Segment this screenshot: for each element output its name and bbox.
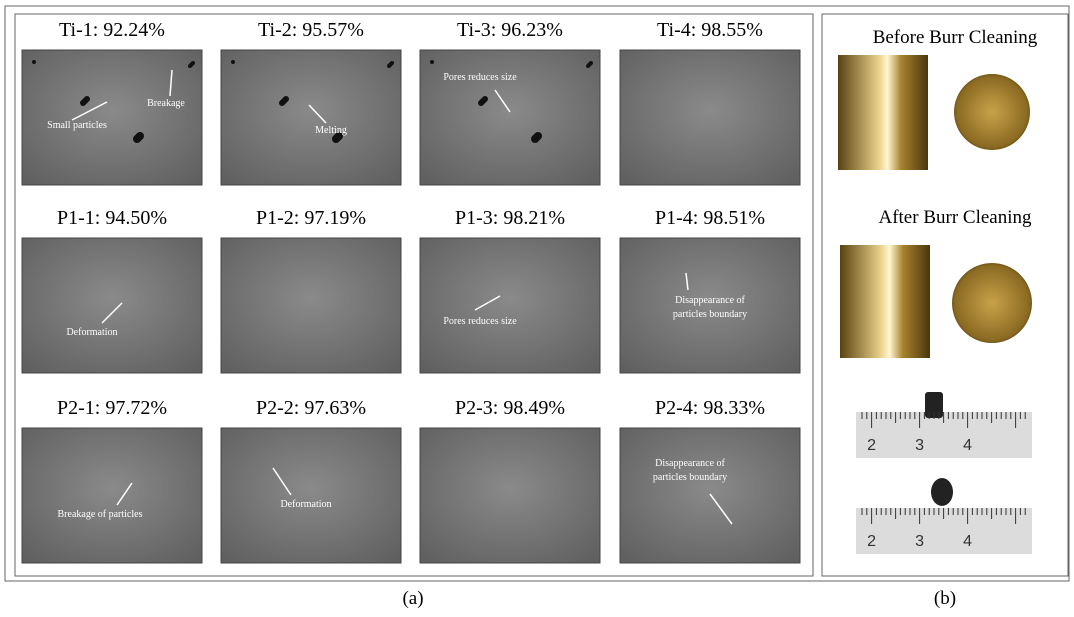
- title: After Burr Cleaning: [878, 207, 1032, 228]
- image-label: Ti-3: 96.23%: [457, 19, 563, 41]
- page: (a) (b) Before Burr Cleaning After Burr …: [0, 0, 1074, 617]
- image-label: P2-4: 98.33%: [655, 397, 765, 419]
- pore: [279, 100, 285, 106]
- ruler: 2 3 4: [856, 392, 1032, 458]
- annotation: Breakage of particles: [58, 509, 143, 520]
- sem-image: [221, 50, 401, 185]
- ruler-number: 3: [915, 533, 924, 550]
- pore: [80, 100, 86, 106]
- sem-image: [420, 50, 600, 185]
- pore: [188, 64, 192, 68]
- pore: [586, 64, 590, 68]
- ruler-number: 2: [867, 437, 876, 454]
- pore: [133, 135, 141, 143]
- image-label: P1-2: 97.19%: [256, 207, 366, 229]
- disk: [952, 263, 1032, 343]
- disk: [954, 74, 1030, 150]
- ruler-number: 4: [963, 437, 972, 454]
- annotation: Small particles: [47, 120, 107, 131]
- annotation: Deformation: [280, 499, 331, 510]
- sem-image: [221, 428, 401, 563]
- image-label: P1-3: 98.21%: [455, 207, 565, 229]
- annotation: Melting: [315, 125, 347, 136]
- pore: [430, 60, 434, 64]
- ruler-number: 2: [867, 533, 876, 550]
- sem-image: [620, 428, 800, 563]
- ruler: 2 3 4: [856, 478, 1032, 554]
- sem-image: [420, 238, 600, 373]
- image-label: P2-2: 97.63%: [256, 397, 366, 419]
- title: Before Burr Cleaning: [873, 27, 1038, 48]
- pore: [32, 60, 36, 64]
- image-label: P1-4: 98.51%: [655, 207, 765, 229]
- image-label: Ti-4: 98.55%: [657, 19, 763, 41]
- sem-image: [420, 428, 600, 563]
- sem-image: [22, 50, 202, 185]
- sem-image: [22, 428, 202, 563]
- annotation: particles boundary: [653, 472, 727, 483]
- annotation: Disappearance of: [675, 295, 745, 306]
- annotation: Breakage: [147, 98, 185, 109]
- image-label: P2-3: 98.49%: [455, 397, 565, 419]
- sem-image: [221, 238, 401, 373]
- image-label: P2-1: 97.72%: [57, 397, 167, 419]
- sem-image: [620, 50, 800, 185]
- cylinder: [838, 55, 928, 170]
- pore: [478, 100, 484, 106]
- annotation: Deformation: [66, 327, 117, 338]
- pore: [531, 135, 539, 143]
- pore: [387, 64, 391, 68]
- pore: [332, 135, 340, 143]
- figure: (a) (b) Before Burr Cleaning After Burr …: [0, 0, 1074, 612]
- annotation: Disappearance of: [655, 458, 725, 469]
- ruler-number: 3: [915, 437, 924, 454]
- caption: (a): [402, 588, 423, 609]
- annotation: particles boundary: [673, 309, 747, 320]
- sem-image: [22, 238, 202, 373]
- image-label: Ti-1: 92.24%: [59, 19, 165, 41]
- cylinder: [840, 245, 930, 358]
- ruler-number: 4: [963, 533, 972, 550]
- annotation: Pores reduces size: [443, 72, 517, 83]
- pore: [231, 60, 235, 64]
- caption: (b): [934, 588, 956, 609]
- image-label: P1-1: 94.50%: [57, 207, 167, 229]
- image-label: Ti-2: 95.57%: [258, 19, 364, 41]
- annotation: Pores reduces size: [443, 316, 517, 327]
